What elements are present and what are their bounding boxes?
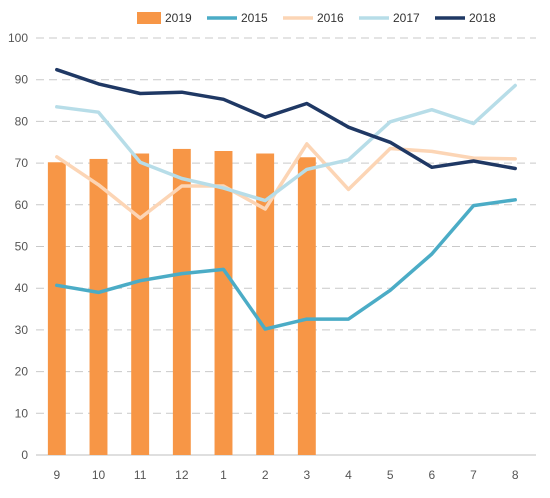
bar (47, 162, 66, 456)
bar (297, 157, 316, 455)
y-tick-label: 20 (15, 365, 29, 379)
legend: 2019 2015 2016 2017 2018 (137, 11, 496, 25)
y-axis-tick-labels: 0 10 20 30 40 50 60 70 80 90 100 (8, 31, 28, 462)
bar (131, 153, 150, 455)
x-tick-label: 7 (470, 468, 477, 482)
series-line-2017 (55, 83, 517, 203)
legend-label: 2016 (317, 11, 344, 25)
y-tick-label: 60 (15, 198, 29, 212)
x-tick-label: 2 (262, 468, 269, 482)
y-tick-label: 10 (15, 406, 29, 420)
legend-swatch (137, 12, 161, 24)
bar (172, 148, 191, 455)
x-tick-label: 6 (428, 468, 435, 482)
legend-label: 2017 (393, 11, 420, 25)
legend-label: 2018 (469, 11, 496, 25)
series-line-2018 (55, 67, 517, 171)
y-tick-label: 100 (8, 31, 28, 45)
x-tick-label: 9 (53, 468, 60, 482)
x-tick-label: 12 (175, 468, 189, 482)
bar (256, 153, 275, 455)
y-tick-label: 70 (15, 156, 29, 170)
y-tick-label: 50 (15, 240, 29, 254)
x-axis-tick-labels: 9 10 11 12 1 2 3 4 5 6 7 8 (53, 468, 518, 482)
y-tick-label: 80 (15, 114, 29, 128)
x-tick-label: 8 (512, 468, 519, 482)
gridlines (36, 37, 536, 414)
series-line-2015 (55, 198, 517, 331)
y-tick-label: 0 (21, 448, 28, 462)
x-tick-label: 11 (134, 468, 147, 482)
y-tick-label: 90 (15, 73, 29, 87)
bar (89, 158, 108, 455)
x-tick-label: 5 (387, 468, 394, 482)
bar (214, 151, 233, 455)
line-series (55, 67, 517, 331)
x-tick-label: 10 (92, 468, 106, 482)
y-tick-label: 30 (15, 323, 29, 337)
bar-series-2019 (47, 148, 316, 456)
series-line-2016 (55, 142, 517, 220)
x-tick-label: 1 (220, 468, 227, 482)
y-tick-label: 40 (15, 281, 29, 295)
legend-label: 2015 (241, 11, 268, 25)
legend-label: 2019 (165, 11, 192, 25)
x-tick-label: 4 (345, 468, 352, 482)
x-tick-label: 3 (303, 468, 310, 482)
